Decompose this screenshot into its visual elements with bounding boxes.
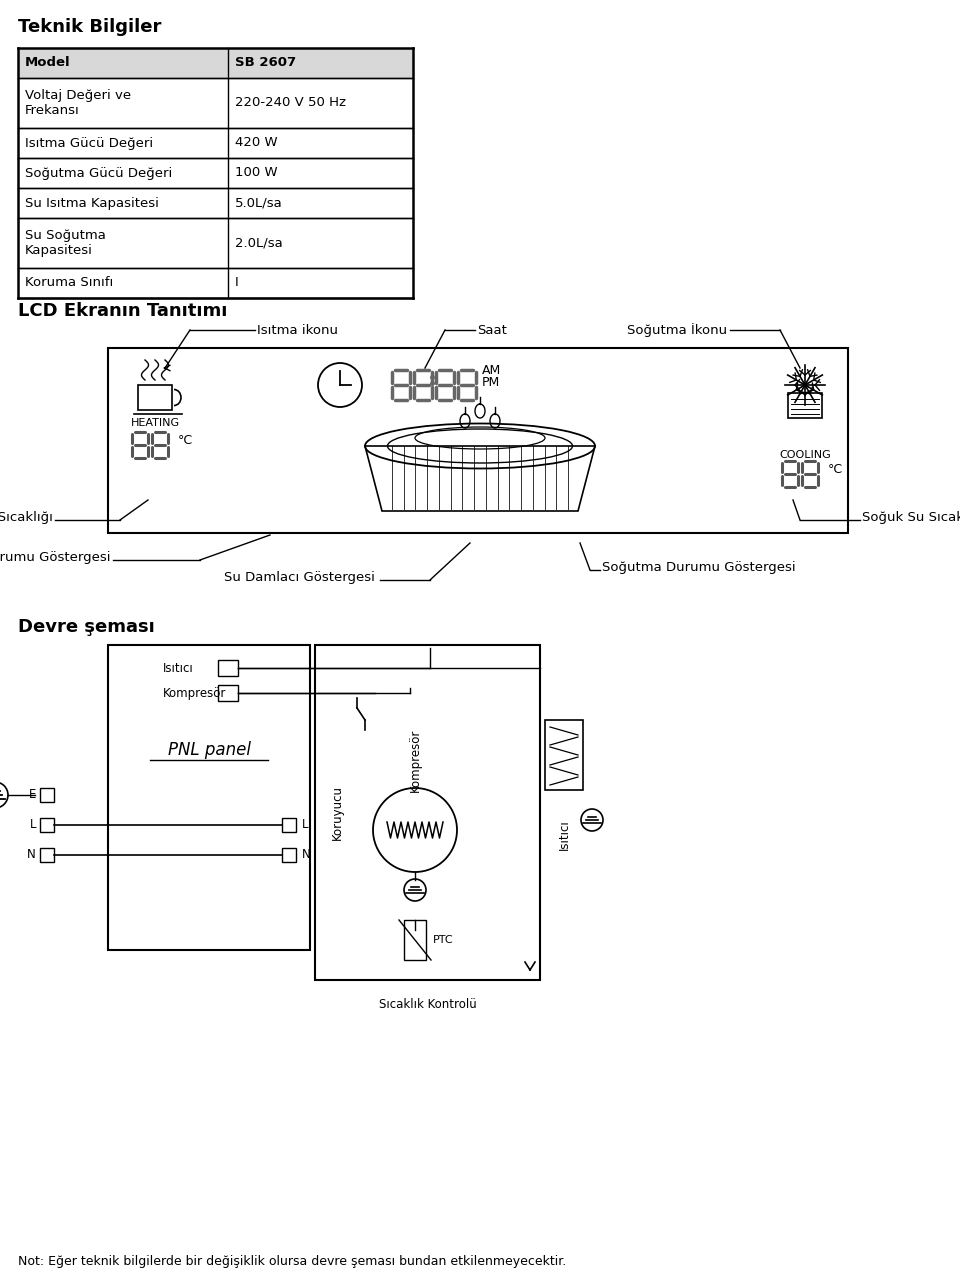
Text: Model: Model xyxy=(25,56,71,70)
Text: PTC: PTC xyxy=(433,935,454,945)
Text: Isıtma Gücü Değeri: Isıtma Gücü Değeri xyxy=(25,136,154,149)
Bar xyxy=(545,720,583,790)
Text: Saat: Saat xyxy=(477,324,507,337)
Bar xyxy=(282,819,296,833)
Text: Isıtma Durumu Göstergesi: Isıtma Durumu Göstergesi xyxy=(0,552,111,565)
Text: °C: °C xyxy=(178,434,193,448)
Text: Isıtıcı: Isıtıcı xyxy=(163,662,194,674)
Text: E: E xyxy=(29,788,36,802)
Bar xyxy=(138,385,172,411)
Text: COOLING: COOLING xyxy=(780,450,830,460)
Text: Soğutma İkonu: Soğutma İkonu xyxy=(627,323,727,337)
Bar xyxy=(18,48,413,78)
Text: °C: °C xyxy=(828,463,843,476)
Text: Not: Eğer teknik bilgilerde bir değişiklik olursa devre şeması bundan etkilenmey: Not: Eğer teknik bilgilerde bir değişikl… xyxy=(18,1255,566,1269)
Text: Koruma Sınıfı: Koruma Sınıfı xyxy=(25,277,113,289)
Text: AM: AM xyxy=(482,365,501,377)
Text: SB 2607: SB 2607 xyxy=(235,56,296,70)
Text: Kompresör: Kompresör xyxy=(409,728,421,792)
Text: Su Isıtma Kapasitesi: Su Isıtma Kapasitesi xyxy=(25,196,158,209)
Text: Soğutma Durumu Göstergesi: Soğutma Durumu Göstergesi xyxy=(602,561,796,575)
Bar xyxy=(282,848,296,862)
Text: Sıcak Su Sıcaklığı: Sıcak Su Sıcaklığı xyxy=(0,511,53,524)
Bar xyxy=(218,685,238,701)
Text: 420 W: 420 W xyxy=(235,136,277,149)
Text: Teknik Bilgiler: Teknik Bilgiler xyxy=(18,18,161,36)
Text: N: N xyxy=(27,848,36,862)
Text: Soğuk Su Sıcaklığı: Soğuk Su Sıcaklığı xyxy=(862,511,960,524)
Bar xyxy=(315,645,540,980)
Text: Koruyucu: Koruyucu xyxy=(330,785,344,840)
Text: Kompresör: Kompresör xyxy=(163,686,227,700)
Text: LCD Ekranın Tanıtımı: LCD Ekranın Tanıtımı xyxy=(18,302,228,320)
Bar xyxy=(40,848,54,862)
Text: Devre şeması: Devre şeması xyxy=(18,618,155,636)
Text: Soğutma Gücü Değeri: Soğutma Gücü Değeri xyxy=(25,167,172,180)
Bar xyxy=(108,348,848,533)
Text: PM: PM xyxy=(482,376,500,389)
Text: 2.0L/sa: 2.0L/sa xyxy=(235,236,283,250)
Text: L: L xyxy=(30,819,36,831)
Text: 220-240 V 50 Hz: 220-240 V 50 Hz xyxy=(235,97,346,110)
Text: Sıcaklık Kontrolü: Sıcaklık Kontrolü xyxy=(378,998,476,1011)
Text: 100 W: 100 W xyxy=(235,167,277,180)
Bar xyxy=(40,819,54,833)
Text: PNL panel: PNL panel xyxy=(167,741,251,759)
Text: Su Damlасı Göstergesi: Su Damlасı Göstergesi xyxy=(224,571,375,584)
Text: HEATING: HEATING xyxy=(131,418,180,428)
Bar xyxy=(218,660,238,676)
Text: Isıtma ikonu: Isıtma ikonu xyxy=(257,324,338,337)
Text: I: I xyxy=(235,277,239,289)
Bar xyxy=(404,921,426,960)
Bar xyxy=(40,788,54,802)
Bar xyxy=(788,393,822,418)
Text: N: N xyxy=(302,848,311,862)
Text: Su Soğutma
Kapasitesi: Su Soğutma Kapasitesi xyxy=(25,230,106,258)
Text: Isıtıcı: Isıtıcı xyxy=(558,820,570,850)
Bar xyxy=(108,645,310,950)
Text: 5.0L/sa: 5.0L/sa xyxy=(235,196,283,209)
Text: Voltaj Değeri ve
Frekansı: Voltaj Değeri ve Frekansı xyxy=(25,89,132,117)
Text: L: L xyxy=(302,819,308,831)
